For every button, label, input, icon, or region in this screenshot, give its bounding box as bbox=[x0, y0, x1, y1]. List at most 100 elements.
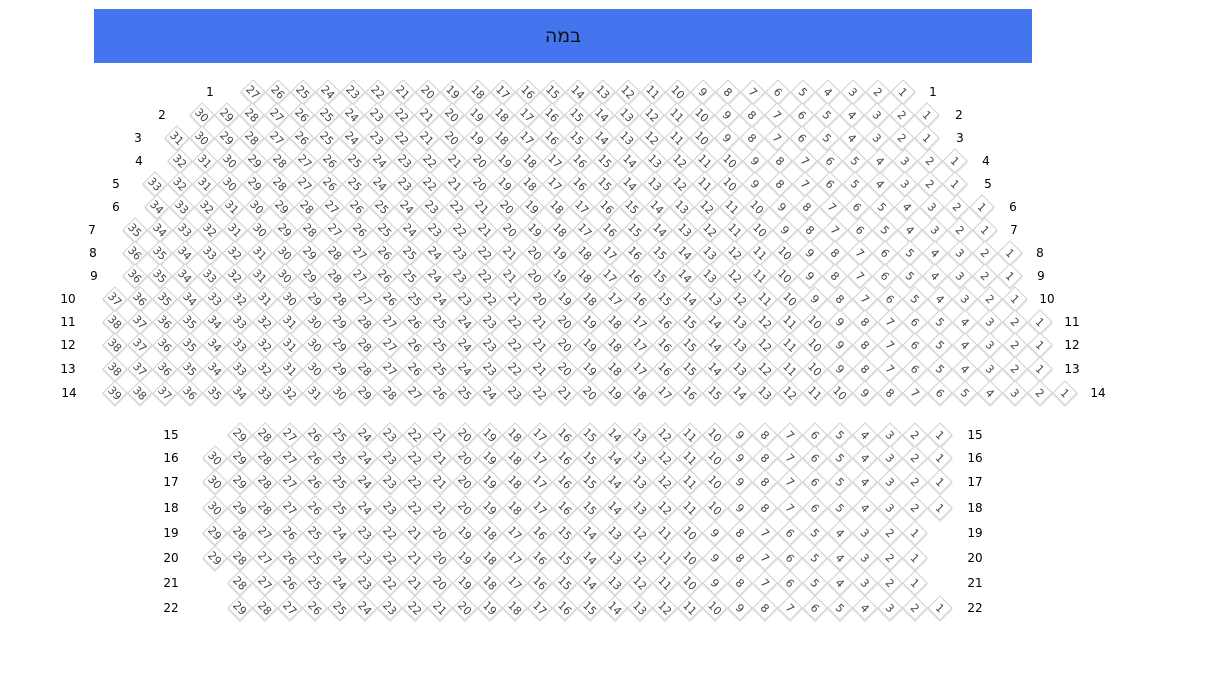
seat[interactable]: 7 bbox=[777, 495, 803, 521]
seat[interactable]: 12 bbox=[652, 422, 678, 448]
seat[interactable]: 29 bbox=[202, 545, 228, 571]
seat[interactable]: 30 bbox=[272, 263, 298, 289]
seat[interactable]: 37 bbox=[152, 380, 178, 406]
seat[interactable]: 34 bbox=[202, 332, 228, 358]
seat[interactable]: 29 bbox=[269, 194, 295, 220]
seat[interactable]: 11 bbox=[640, 79, 666, 105]
seat[interactable]: 13 bbox=[697, 240, 723, 266]
seat[interactable]: 10 bbox=[747, 217, 773, 243]
seat[interactable]: 5 bbox=[827, 495, 853, 521]
seat[interactable]: 17 bbox=[597, 263, 623, 289]
seat[interactable]: 12 bbox=[627, 520, 653, 546]
seat[interactable]: 21 bbox=[442, 171, 468, 197]
seat[interactable]: 19 bbox=[440, 79, 466, 105]
seat[interactable]: 10 bbox=[702, 495, 728, 521]
seat[interactable]: 6 bbox=[765, 79, 791, 105]
seat[interactable]: 21 bbox=[414, 125, 440, 151]
seat[interactable]: 24 bbox=[367, 148, 393, 174]
seat[interactable]: 1 bbox=[969, 194, 995, 220]
seat[interactable]: 18 bbox=[502, 469, 528, 495]
seat[interactable]: 28 bbox=[352, 356, 378, 382]
seat[interactable]: 23 bbox=[502, 380, 528, 406]
seat[interactable]: 3 bbox=[922, 217, 948, 243]
seat[interactable]: 16 bbox=[527, 545, 553, 571]
seat[interactable]: 2 bbox=[865, 79, 891, 105]
seat[interactable]: 28 bbox=[239, 125, 265, 151]
seat[interactable]: 4 bbox=[894, 194, 920, 220]
seat[interactable]: 23 bbox=[392, 171, 418, 197]
seat[interactable]: 3 bbox=[877, 422, 903, 448]
seat[interactable]: 32 bbox=[167, 171, 193, 197]
seat[interactable]: 27 bbox=[277, 422, 303, 448]
seat[interactable]: 11 bbox=[677, 469, 703, 495]
seat[interactable]: 32 bbox=[194, 194, 220, 220]
seat[interactable]: 26 bbox=[344, 194, 370, 220]
seat[interactable]: 13 bbox=[627, 469, 653, 495]
seat[interactable]: 9 bbox=[797, 240, 823, 266]
seat[interactable]: 26 bbox=[277, 520, 303, 546]
seat[interactable]: 1 bbox=[927, 422, 953, 448]
seat[interactable]: 3 bbox=[892, 171, 918, 197]
seat[interactable]: 23 bbox=[377, 595, 403, 621]
seat[interactable]: 19 bbox=[452, 545, 478, 571]
seat[interactable]: 23 bbox=[419, 194, 445, 220]
seat[interactable]: 8 bbox=[727, 570, 753, 596]
seat[interactable]: 21 bbox=[427, 445, 453, 471]
seat[interactable]: 10 bbox=[772, 240, 798, 266]
seat[interactable]: 31 bbox=[222, 217, 248, 243]
seat[interactable]: 13 bbox=[627, 445, 653, 471]
seat[interactable]: 12 bbox=[752, 356, 778, 382]
seat[interactable]: 28 bbox=[322, 263, 348, 289]
seat[interactable]: 17 bbox=[542, 148, 568, 174]
seat[interactable]: 11 bbox=[722, 217, 748, 243]
seat[interactable]: 23 bbox=[477, 356, 503, 382]
seat[interactable]: 21 bbox=[427, 422, 453, 448]
seat[interactable]: 30 bbox=[327, 380, 353, 406]
seat[interactable]: 36 bbox=[122, 263, 148, 289]
seat[interactable]: 27 bbox=[252, 570, 278, 596]
seat[interactable]: 17 bbox=[514, 102, 540, 128]
seat[interactable]: 9 bbox=[769, 194, 795, 220]
seat[interactable]: 32 bbox=[197, 217, 223, 243]
seat[interactable]: 28 bbox=[322, 240, 348, 266]
seat[interactable]: 29 bbox=[297, 263, 323, 289]
seat[interactable]: 21 bbox=[427, 595, 453, 621]
seat[interactable]: 15 bbox=[552, 520, 578, 546]
seat[interactable]: 4 bbox=[839, 125, 865, 151]
seat[interactable]: 26 bbox=[372, 263, 398, 289]
seat[interactable]: 24 bbox=[394, 194, 420, 220]
seat[interactable]: 7 bbox=[847, 263, 873, 289]
seat[interactable]: 27 bbox=[240, 79, 266, 105]
seat[interactable]: 35 bbox=[177, 309, 203, 335]
seat[interactable]: 23 bbox=[422, 217, 448, 243]
seat[interactable]: 10 bbox=[717, 171, 743, 197]
seat[interactable]: 1 bbox=[997, 240, 1023, 266]
seat[interactable]: 4 bbox=[815, 79, 841, 105]
seat[interactable]: 18 bbox=[547, 217, 573, 243]
seat[interactable]: 10 bbox=[802, 332, 828, 358]
seat[interactable]: 11 bbox=[664, 102, 690, 128]
seat[interactable]: 27 bbox=[377, 332, 403, 358]
seat[interactable]: 15 bbox=[677, 356, 703, 382]
seat[interactable]: 12 bbox=[752, 332, 778, 358]
seat[interactable]: 1 bbox=[914, 102, 940, 128]
seat[interactable]: 19 bbox=[577, 332, 603, 358]
seat[interactable]: 1 bbox=[927, 445, 953, 471]
seat[interactable]: 29 bbox=[272, 217, 298, 243]
seat[interactable]: 23 bbox=[377, 469, 403, 495]
seat[interactable]: 7 bbox=[764, 102, 790, 128]
seat[interactable]: 15 bbox=[647, 263, 673, 289]
seat[interactable]: 30 bbox=[189, 102, 215, 128]
seat[interactable]: 20 bbox=[577, 380, 603, 406]
seat[interactable]: 22 bbox=[527, 380, 553, 406]
seat[interactable]: 16 bbox=[627, 286, 653, 312]
seat[interactable]: 23 bbox=[364, 102, 390, 128]
seat[interactable]: 23 bbox=[352, 545, 378, 571]
seat[interactable]: 11 bbox=[692, 148, 718, 174]
seat[interactable]: 23 bbox=[352, 520, 378, 546]
seat[interactable]: 17 bbox=[597, 240, 623, 266]
seat[interactable]: 10 bbox=[802, 309, 828, 335]
seat[interactable]: 23 bbox=[377, 445, 403, 471]
seat[interactable]: 11 bbox=[777, 332, 803, 358]
seat[interactable]: 19 bbox=[519, 194, 545, 220]
